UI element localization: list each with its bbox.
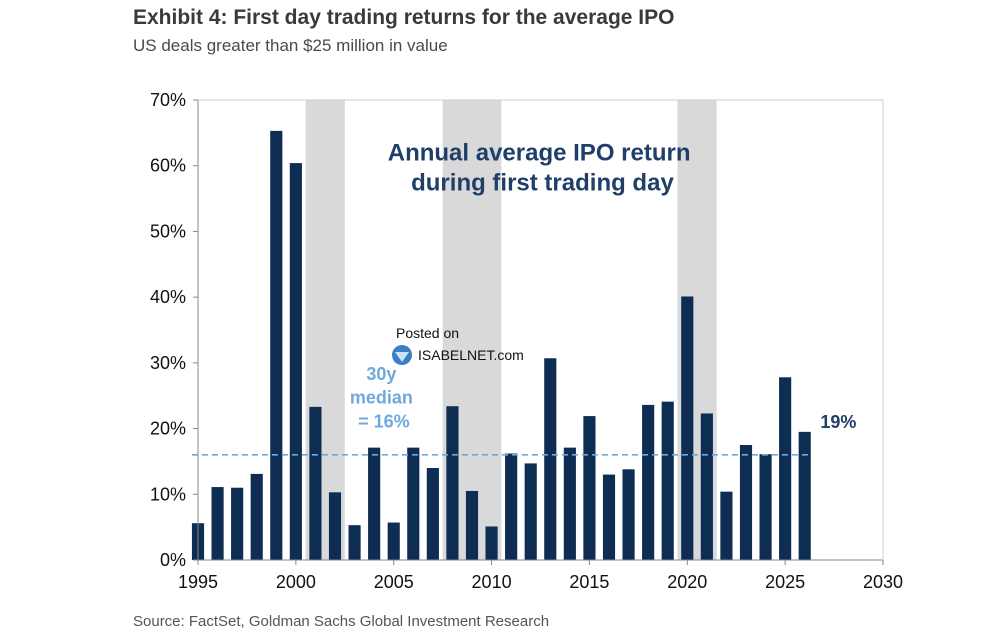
bar-1996 [211,487,224,560]
axes [197,99,884,561]
y-tick-label-20: 20% [150,419,186,439]
watermark-line-1: Posted on [396,325,459,341]
bar-2011 [505,453,518,560]
x-tick-label-2030: 2030 [863,572,903,592]
x-tick-label-2010: 2010 [472,572,512,592]
exhibit-subtitle: US deals greater than $25 million in val… [133,36,448,55]
bar-2016 [602,474,616,560]
x-axis-ticks: 1995 2000 2005 2010 2015 2020 2025 2030 [178,560,903,592]
y-tick-label-50: 50% [150,221,186,241]
bar-1998 [250,473,263,560]
chart-annotation-line-1: Annual average IPO return [388,139,691,166]
x-tick-label-2020: 2020 [667,572,707,592]
bar-2009 [465,491,479,560]
bar-2006 [407,447,420,560]
chart-annotation-line-2: during first trading day [411,170,674,197]
bar-2003 [348,525,361,560]
bar-2017 [622,469,635,560]
y-tick-label-40: 40% [150,287,186,307]
y-tick-label-60: 60% [150,156,186,176]
bar-2007 [426,468,439,560]
bar-2008 [446,406,459,560]
y-tick-label-10: 10% [150,484,186,504]
y-axis-ticks: 0% 10% 20% 30% 40% 50% 60% 70% [150,90,198,570]
bar-2023 [739,445,753,560]
bar-1997 [231,487,244,560]
bar-2001 [309,406,322,560]
bar-2024 [759,454,772,560]
bar-2025 [779,377,792,560]
chart-annotation: Annual average IPO return during first t… [388,139,697,196]
bar-2013 [544,358,557,560]
median-label-line-1: 30y [366,364,396,384]
bar-2010 [485,526,498,560]
y-tick-label-0: 0% [160,550,186,570]
x-tick-label-2025: 2025 [765,572,805,592]
bar-1999 [270,130,283,560]
isabelnet-logo-mark [395,352,409,362]
source-note: Source: FactSet, Goldman Sachs Global In… [133,613,550,630]
x-tick-label-1995: 1995 [178,572,218,592]
x-tick-label-2005: 2005 [374,572,414,592]
bar-2026 [798,431,811,560]
median-label: 30y median = 16% [350,364,418,431]
y-tick-label-70: 70% [150,90,186,110]
bar-2005 [387,522,400,560]
exhibit-title: Exhibit 4: First day trading returns for… [133,6,675,29]
y-tick-label-30: 30% [150,353,186,373]
bar-2004 [368,447,381,560]
x-tick-label-2000: 2000 [276,572,316,592]
bar-2020 [681,296,694,560]
x-tick-label-2015: 2015 [569,572,609,592]
bar-2012 [524,463,537,560]
bar-2000 [289,163,302,561]
last-value-label: 19% [820,412,856,432]
bar-2014 [563,447,576,560]
bar-2021 [700,413,713,560]
bar-2022 [720,491,733,560]
bar-2019 [661,401,674,560]
bar-2015 [583,416,596,560]
watermark: Posted on ISABELNET.com [392,325,524,365]
watermark-line-2: ISABELNET.com [418,347,524,363]
median-label-line-2: median [350,388,413,408]
bar-2002 [328,492,342,560]
median-label-line-3: = 16% [358,411,410,431]
bar-2018 [642,404,655,560]
